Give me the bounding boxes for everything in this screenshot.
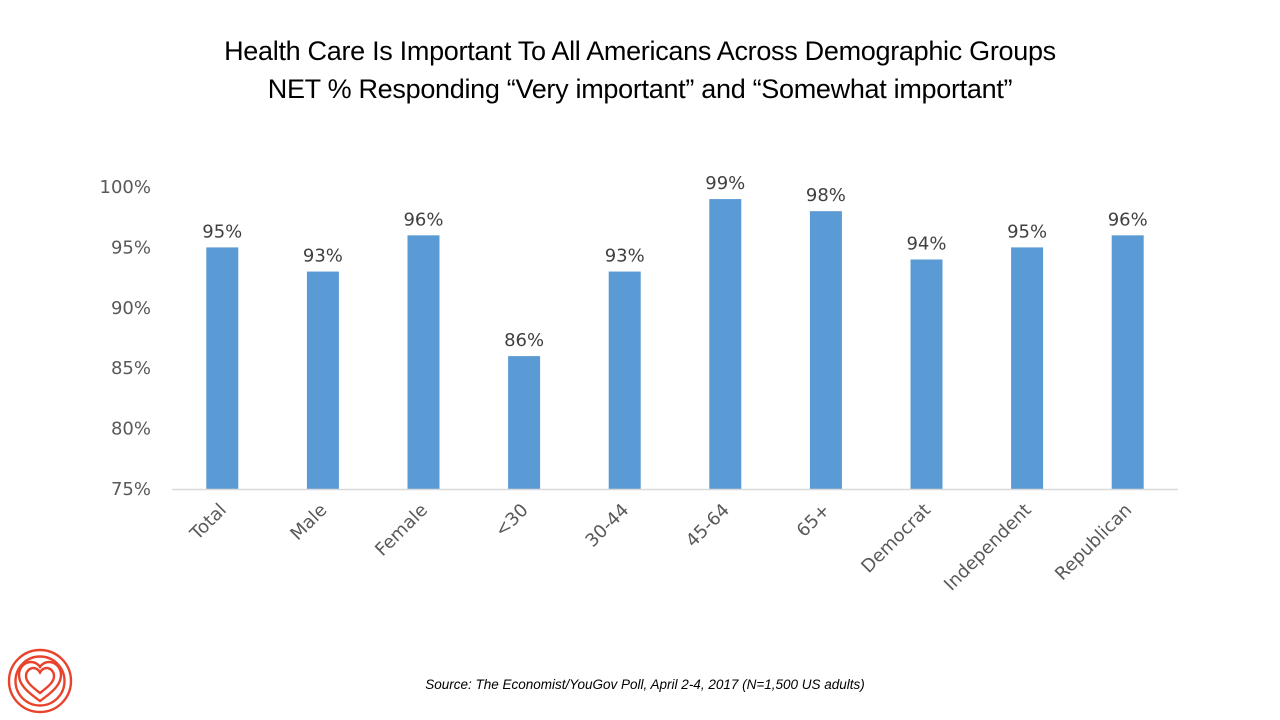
- x-tick-label: 45-64: [682, 500, 734, 552]
- chart-title: Health Care Is Important To All American…: [224, 36, 1056, 66]
- x-tick-label: Republican: [1051, 500, 1136, 585]
- data-label: 96%: [403, 209, 443, 230]
- bar: [1011, 247, 1044, 489]
- bar: [608, 271, 641, 489]
- y-tick-label: 90%: [111, 298, 151, 319]
- data-label: 94%: [906, 233, 946, 254]
- y-tick-label: 80%: [111, 419, 151, 440]
- x-tick-label: Independent: [940, 500, 1036, 596]
- x-tick-label: <30: [491, 500, 533, 542]
- data-label: 93%: [605, 246, 645, 267]
- bar: [306, 271, 339, 489]
- chart-subtitle: NET % Responding “Very important” and “S…: [267, 74, 1013, 104]
- heart-rings-icon: [7, 648, 73, 714]
- x-tick-label: Female: [371, 500, 432, 561]
- x-tick-label: Democrat: [857, 500, 935, 578]
- y-tick-label: 75%: [111, 479, 151, 500]
- data-labels: 95% 93% 96% 86% 93% 99% 98% 94% 95% 96%: [202, 173, 1147, 351]
- bar: [206, 247, 239, 489]
- bar: [407, 235, 440, 489]
- y-axis: 75% 80% 85% 90% 95% 100%: [100, 177, 151, 500]
- bar: [910, 259, 943, 489]
- data-label: 86%: [504, 330, 544, 351]
- bar: [809, 211, 842, 489]
- x-tick-label: Total: [186, 500, 231, 545]
- y-tick-label: 95%: [111, 237, 151, 258]
- bar: [709, 199, 742, 489]
- data-label: 95%: [202, 221, 242, 242]
- chart-title-block: Health Care Is Important To All American…: [0, 32, 1280, 108]
- x-tick-label: 30-44: [581, 500, 633, 552]
- x-tick-label: 65+: [793, 500, 835, 542]
- data-label: 96%: [1108, 209, 1148, 230]
- data-label: 93%: [303, 246, 343, 267]
- bar: [508, 356, 541, 489]
- y-tick-label: 85%: [111, 358, 151, 379]
- bar: [1111, 235, 1144, 489]
- data-label: 99%: [705, 173, 745, 194]
- x-axis: Total Male Female <30 30-44 45-64 65+ Democrat I…: [186, 500, 1137, 596]
- y-tick-label: 100%: [100, 177, 151, 198]
- source-note: Source: The Economist/YouGov Poll, April…: [425, 677, 865, 692]
- data-label: 98%: [806, 185, 846, 206]
- bar-series: [206, 199, 1144, 489]
- x-tick-label: Male: [286, 500, 331, 545]
- data-label: 95%: [1007, 221, 1047, 242]
